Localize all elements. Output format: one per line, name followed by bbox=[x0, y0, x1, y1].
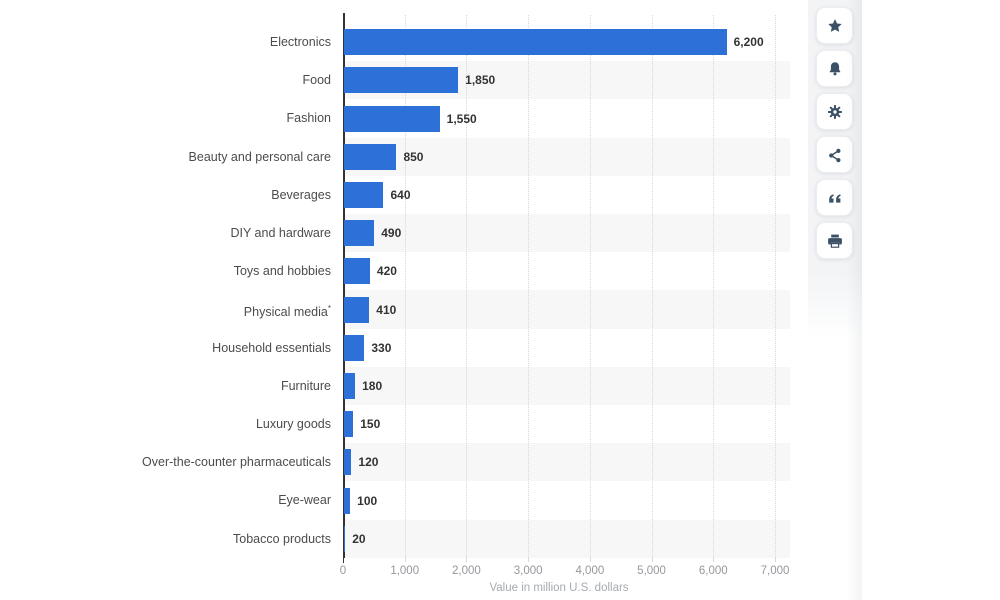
cite-button[interactable] bbox=[816, 179, 853, 216]
row-stripe bbox=[344, 290, 790, 329]
x-tick-label: 2,000 bbox=[452, 565, 481, 577]
bar[interactable] bbox=[344, 67, 459, 94]
category-label: Over-the-counter pharmaceuticals bbox=[142, 455, 331, 470]
row-stripe bbox=[344, 443, 790, 482]
bell-icon bbox=[829, 61, 840, 75]
row-stripe bbox=[344, 366, 790, 405]
value-label: 850 bbox=[403, 149, 424, 164]
category-label: Furniture bbox=[280, 378, 331, 393]
x-tick-label: 3,000 bbox=[513, 565, 543, 577]
gridline bbox=[528, 15, 530, 558]
gridline bbox=[404, 15, 406, 558]
bar[interactable] bbox=[344, 29, 727, 56]
gridline bbox=[589, 15, 591, 558]
x-tick-label: 6,000 bbox=[698, 565, 728, 577]
value-label: 100 bbox=[357, 493, 378, 508]
x-axis-tick bbox=[589, 558, 591, 562]
gridline bbox=[651, 15, 653, 558]
bar[interactable] bbox=[344, 105, 440, 132]
category-label: Eye-wear bbox=[278, 493, 331, 508]
bar[interactable] bbox=[344, 487, 351, 514]
bar[interactable] bbox=[344, 181, 384, 208]
category-label: Toys and hobbies bbox=[233, 264, 331, 279]
category-label: Electronics bbox=[269, 35, 331, 49]
bar[interactable] bbox=[344, 296, 370, 323]
share-button[interactable] bbox=[816, 136, 853, 173]
value-label: 180 bbox=[362, 378, 383, 393]
bar[interactable] bbox=[344, 334, 365, 361]
star-icon bbox=[827, 18, 842, 32]
favorite-button[interactable] bbox=[816, 7, 853, 44]
gridline bbox=[775, 15, 776, 558]
bar[interactable] bbox=[344, 258, 370, 285]
x-axis-tick bbox=[404, 558, 406, 562]
x-tick-label: 0 bbox=[339, 565, 347, 577]
value-label: 330 bbox=[371, 340, 392, 355]
bar[interactable] bbox=[344, 411, 354, 438]
bar[interactable] bbox=[344, 220, 375, 247]
notifications-button[interactable] bbox=[816, 50, 853, 87]
x-axis-tick bbox=[713, 558, 715, 562]
value-label: 150 bbox=[360, 417, 381, 432]
x-axis-tick bbox=[466, 558, 468, 562]
x-axis-tick bbox=[528, 558, 530, 562]
y-axis-line bbox=[343, 13, 345, 558]
category-label: Food bbox=[302, 73, 332, 88]
printer-icon bbox=[827, 234, 842, 248]
category-label: Physical media* bbox=[243, 304, 331, 320]
x-axis-tick bbox=[343, 558, 344, 563]
category-label: DIY and hardware bbox=[230, 226, 331, 240]
value-label: 1,550 bbox=[446, 111, 477, 126]
gridline bbox=[713, 15, 715, 558]
settings-button[interactable] bbox=[816, 93, 853, 130]
row-stripe bbox=[344, 519, 790, 558]
category-label: Luxury goods bbox=[255, 417, 331, 431]
row-stripe bbox=[344, 214, 790, 253]
x-tick-label: 1,000 bbox=[390, 565, 420, 577]
category-label: Beauty and personal care bbox=[188, 149, 331, 164]
bar[interactable] bbox=[344, 525, 346, 552]
value-label: 420 bbox=[376, 264, 397, 279]
value-label: 640 bbox=[390, 187, 411, 202]
x-axis-tick bbox=[775, 558, 776, 562]
category-label: Household essentials bbox=[212, 340, 331, 355]
value-label: 20 bbox=[352, 531, 366, 546]
x-tick-label: 5,000 bbox=[637, 565, 666, 577]
category-label: Beverages bbox=[271, 187, 331, 202]
quote-icon bbox=[828, 193, 841, 203]
bar[interactable] bbox=[344, 449, 352, 476]
value-label: 6,200 bbox=[733, 35, 764, 50]
chart-toolbar bbox=[808, 0, 862, 600]
x-axis-title: Value in million U.S. dollars bbox=[489, 582, 629, 594]
bar[interactable] bbox=[344, 372, 356, 399]
share-icon bbox=[828, 148, 840, 162]
bar[interactable] bbox=[344, 143, 397, 170]
gear-icon bbox=[827, 104, 842, 119]
value-label: 1,850 bbox=[465, 73, 496, 88]
x-tick-label: 7,000 bbox=[760, 565, 790, 577]
row-stripe bbox=[344, 137, 790, 176]
x-axis-tick bbox=[651, 558, 653, 562]
value-label: 120 bbox=[358, 455, 379, 470]
value-label: 490 bbox=[381, 226, 402, 241]
print-button[interactable] bbox=[816, 222, 853, 259]
value-label: 410 bbox=[376, 302, 397, 317]
gridline bbox=[466, 15, 468, 558]
category-label: Tobacco products bbox=[233, 531, 331, 546]
category-label: Fashion bbox=[286, 111, 331, 126]
x-tick-label: 4,000 bbox=[575, 565, 605, 577]
